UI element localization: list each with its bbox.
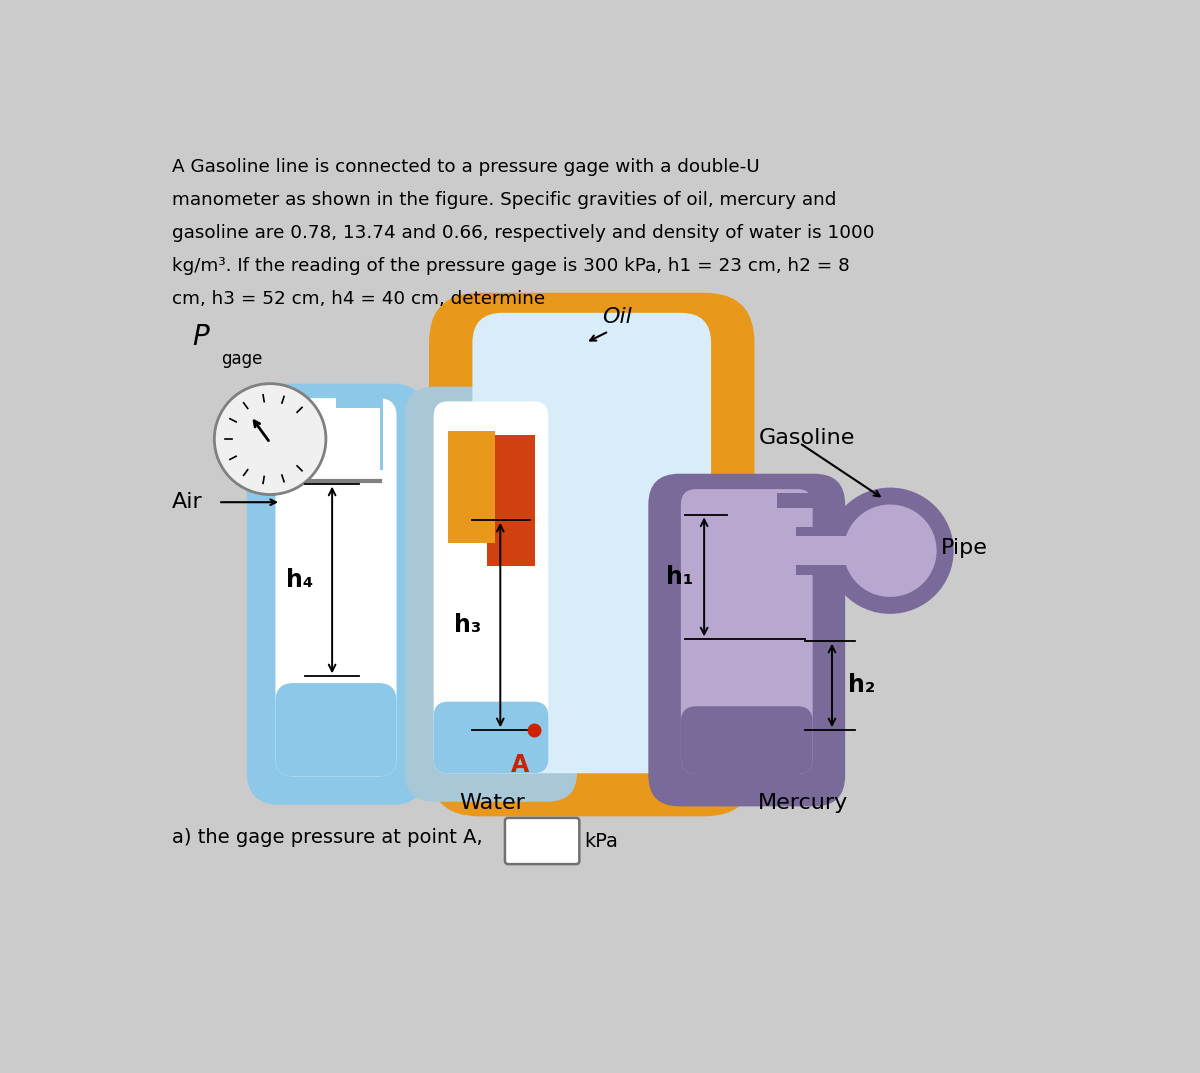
Circle shape — [827, 487, 954, 614]
FancyBboxPatch shape — [505, 818, 580, 864]
Text: P: P — [193, 323, 209, 351]
Text: Oil: Oil — [601, 308, 631, 327]
FancyBboxPatch shape — [433, 401, 548, 774]
Text: A: A — [511, 753, 529, 777]
Bar — [449, 431, 496, 543]
Text: gasoline are 0.78, 13.74 and 0.66, respectively and density of water is 1000: gasoline are 0.78, 13.74 and 0.66, respe… — [172, 224, 874, 242]
FancyBboxPatch shape — [276, 398, 396, 777]
Circle shape — [215, 384, 326, 495]
FancyBboxPatch shape — [430, 293, 755, 817]
Bar — [776, 493, 834, 509]
Text: h₃: h₃ — [454, 613, 481, 637]
FancyBboxPatch shape — [473, 313, 712, 774]
FancyBboxPatch shape — [680, 489, 812, 774]
Text: Water: Water — [460, 793, 526, 813]
Text: h₂: h₂ — [848, 674, 875, 697]
Text: kPa: kPa — [584, 832, 618, 851]
Bar — [606, 373, 683, 623]
Text: gage: gage — [221, 350, 263, 368]
Text: manometer as shown in the figure. Specific gravities of oil, mercury and: manometer as shown in the figure. Specif… — [172, 191, 836, 209]
FancyBboxPatch shape — [276, 684, 396, 777]
FancyBboxPatch shape — [404, 386, 577, 802]
Text: h₄: h₄ — [286, 568, 313, 592]
FancyBboxPatch shape — [247, 384, 425, 805]
Circle shape — [844, 504, 937, 597]
Bar — [323, 408, 380, 470]
Text: cm, h3 = 52 cm, h4 = 40 cm, determine: cm, h3 = 52 cm, h4 = 40 cm, determine — [172, 291, 545, 308]
FancyBboxPatch shape — [433, 702, 548, 774]
Text: A Gasoline line is connected to a pressure gage with a double-U: A Gasoline line is connected to a pressu… — [172, 158, 760, 176]
Bar — [487, 436, 535, 567]
Bar — [796, 527, 853, 574]
Text: Air: Air — [172, 493, 203, 512]
Text: Mercury: Mercury — [757, 793, 847, 813]
Text: kg/m³. If the reading of the pressure gage is 300 kPa, h1 = 23 cm, h2 = 8: kg/m³. If the reading of the pressure ga… — [172, 258, 850, 276]
Bar — [796, 536, 853, 565]
Text: Pipe: Pipe — [941, 539, 988, 558]
Text: a) the gage pressure at point A,: a) the gage pressure at point A, — [172, 828, 482, 848]
FancyBboxPatch shape — [680, 706, 812, 774]
Text: h₁: h₁ — [666, 564, 692, 589]
Text: Gasoline: Gasoline — [758, 427, 854, 447]
Bar — [336, 393, 383, 470]
FancyBboxPatch shape — [648, 473, 845, 807]
